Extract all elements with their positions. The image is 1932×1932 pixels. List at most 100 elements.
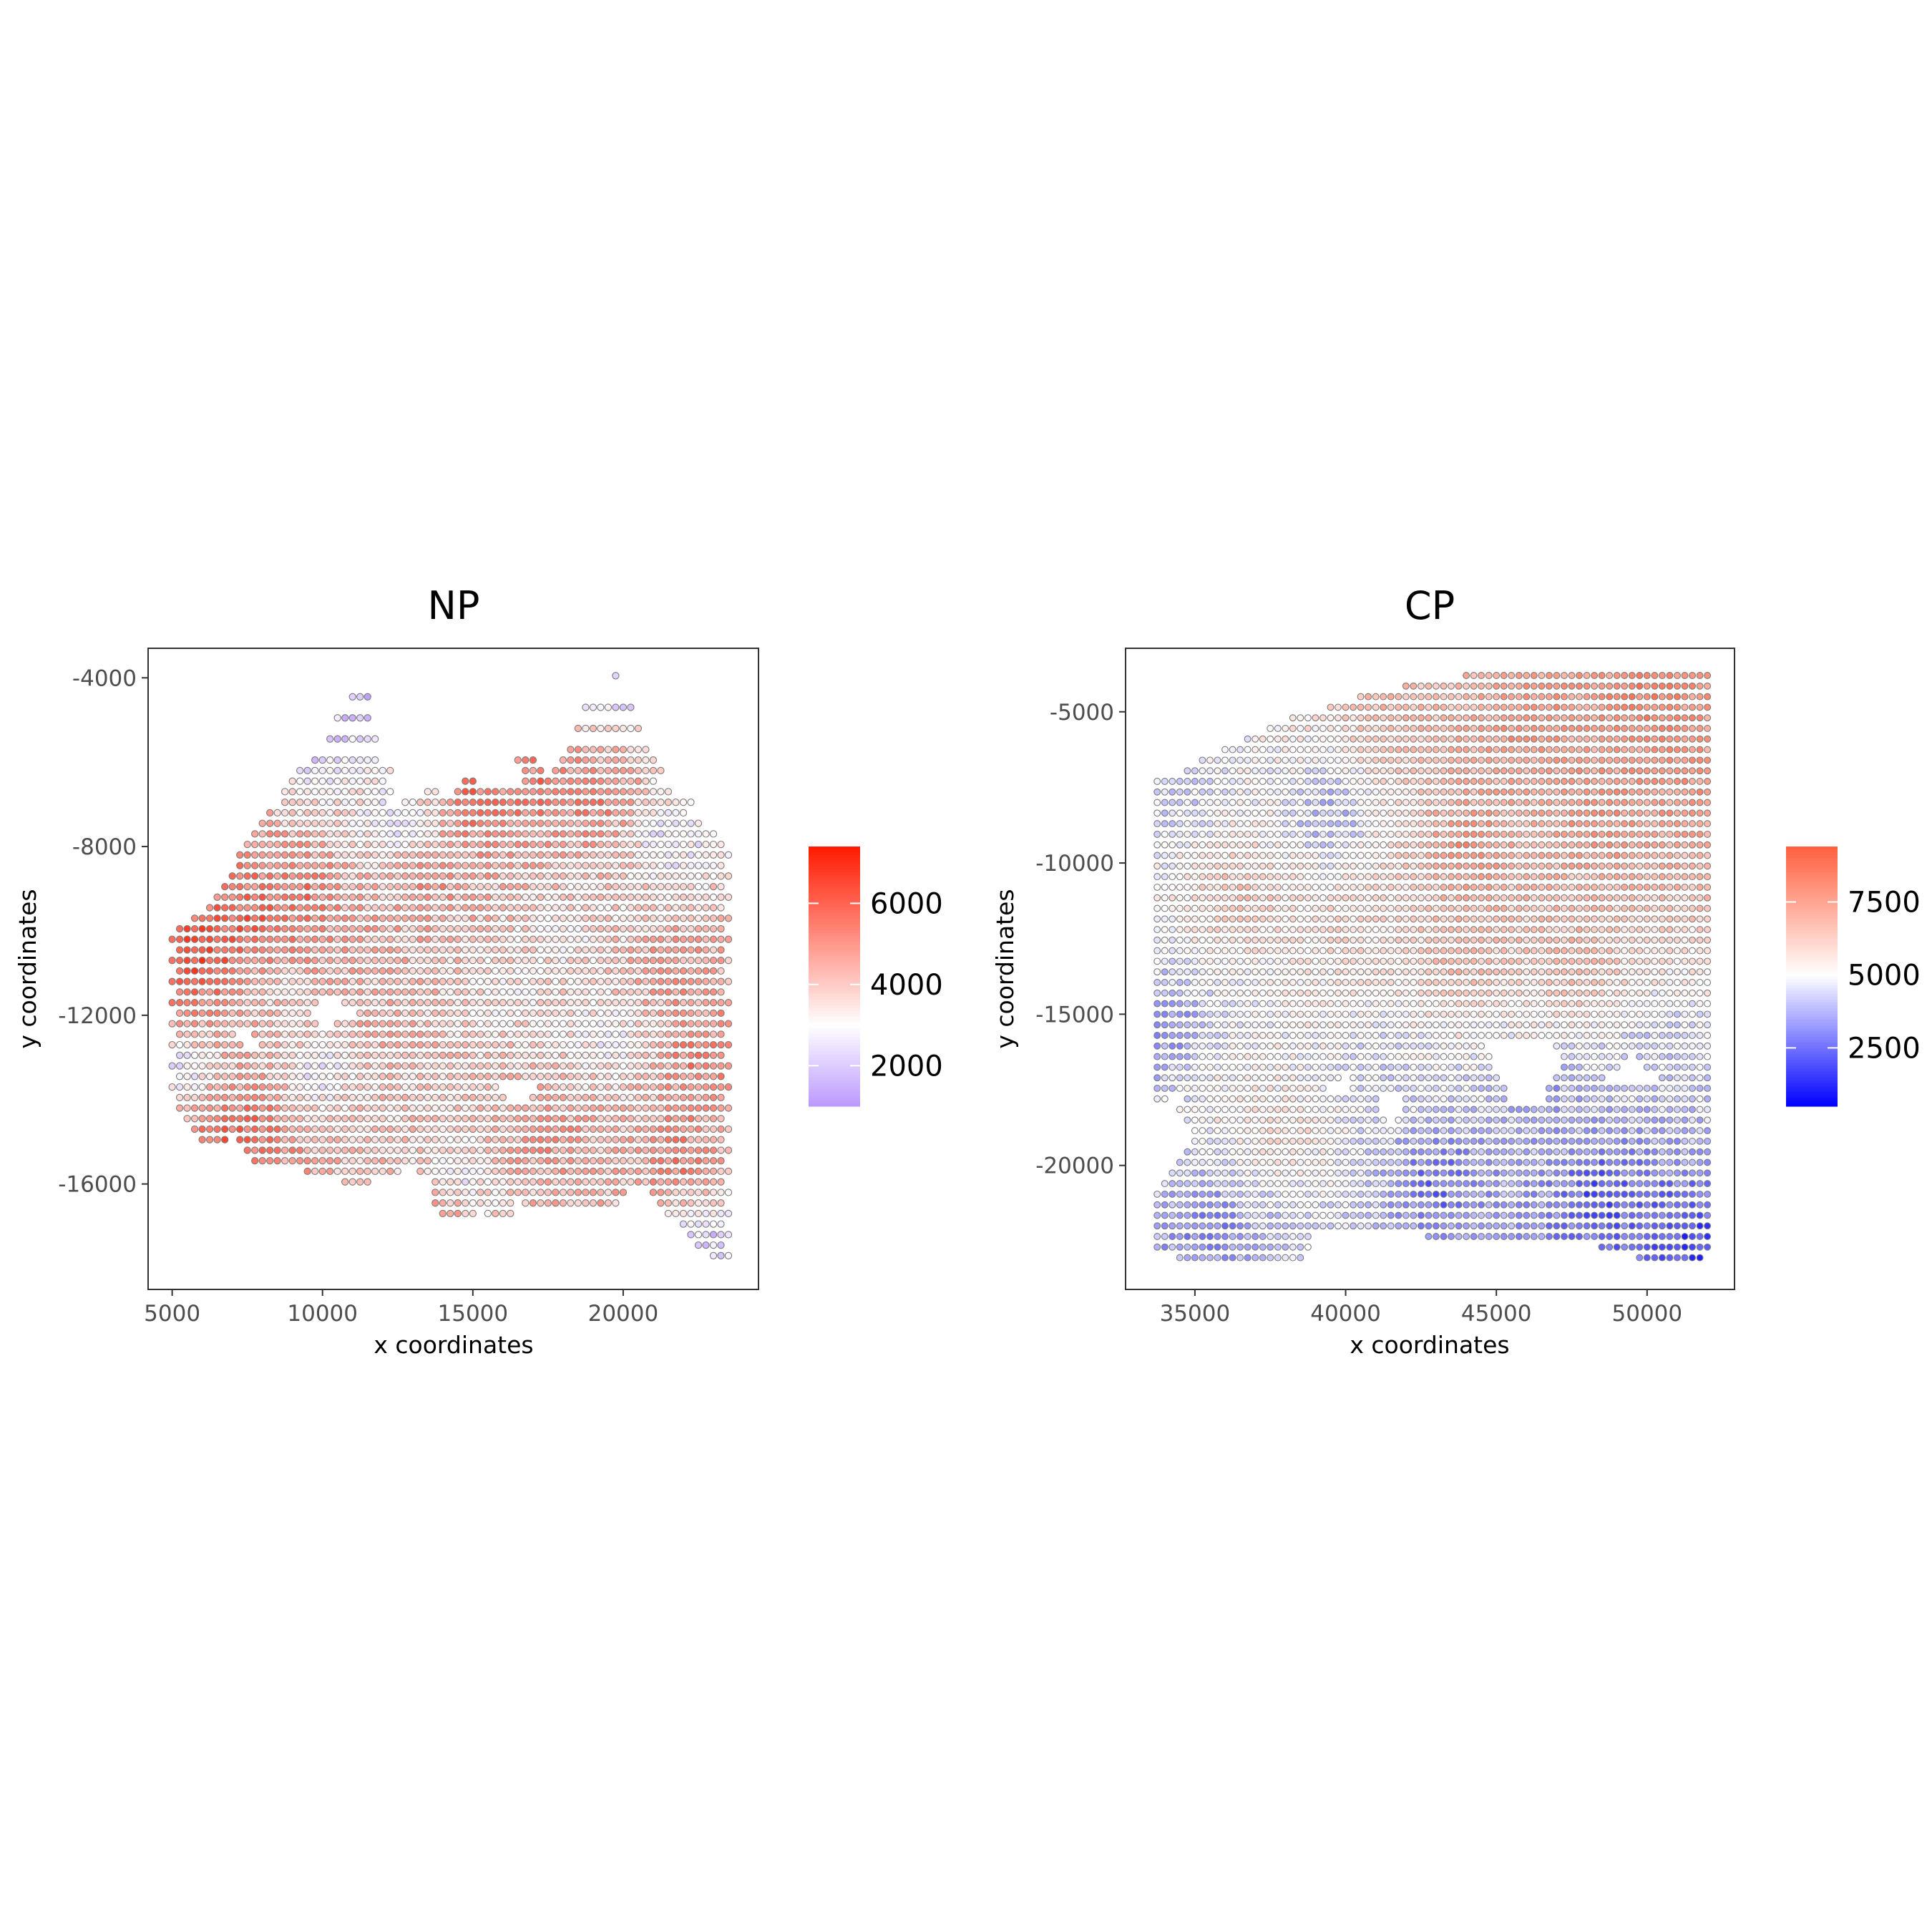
cp-spot [1432,756,1440,764]
np-spot [371,914,379,922]
cp-spot [1598,926,1606,934]
cp-spot [1515,904,1523,912]
cp-spot [1568,979,1576,986]
np-spot [702,1231,710,1239]
np-spot [477,1083,484,1091]
np-spot [386,904,394,912]
cp-spot [1553,714,1561,722]
np-spot [281,1030,289,1038]
cp-spot [1470,756,1478,764]
np-spot [574,1073,582,1080]
np-spot [318,1125,326,1133]
np-spot [236,1136,244,1143]
np-spot [574,830,582,838]
np-spot [612,809,620,817]
cp-spot [1289,735,1297,743]
cp-spot [1236,862,1244,870]
cp-spot [1470,767,1478,775]
cp-spot [1259,936,1267,944]
cp-spot [1591,873,1599,881]
np-spot [288,830,296,838]
np-spot [183,1093,191,1101]
cp-spot [1387,936,1395,944]
np-spot [409,924,416,933]
cp-spot [1350,957,1357,965]
cp-spot [1229,799,1236,806]
cp-spot [1493,756,1501,764]
cp-spot [1372,915,1380,923]
np-spot [514,819,522,827]
cp-spot [1493,693,1501,701]
cp-spot [1342,841,1350,849]
cp-spot [1289,852,1297,859]
np-spot [619,1125,628,1133]
cp-spot [1319,947,1327,955]
np-spot [341,714,349,722]
np-spot [326,914,334,922]
cp-spot [1350,979,1357,986]
np-spot [492,1073,499,1080]
np-colorbar-segment [809,939,860,942]
np-spot [469,1115,477,1123]
cp-spot [1545,904,1553,912]
np-spot [582,924,590,933]
np-spot [514,851,522,859]
cp-spot [1161,968,1169,976]
cp-spot [1606,883,1614,891]
np-spot [634,1115,643,1123]
np-spot [582,1093,590,1101]
np-spot [401,830,409,838]
np-spot [619,988,628,996]
np-spot [236,882,244,891]
np-spot [522,1040,530,1049]
cp-spot [1500,703,1508,711]
np-spot [311,872,319,880]
cp-spot [1523,703,1531,711]
np-colorbar-segment [809,895,860,899]
np-spot [477,830,484,838]
cp-spot [1319,830,1327,838]
cp-spot [1576,767,1583,775]
np-spot [694,946,703,954]
cp-spot [1214,904,1221,912]
cp-spot [1591,809,1599,817]
cp-spot [1417,809,1425,817]
np-spot [281,1062,289,1070]
cp-spot [1289,767,1297,775]
cp-spot [1432,852,1440,859]
np-spot [477,1030,484,1038]
cp-spot [1259,788,1267,796]
cp-spot [1523,725,1531,732]
np-spot [582,1020,590,1028]
np-colorbar-segment [809,872,860,876]
cp-spot [1689,714,1696,722]
np-spot [499,851,507,859]
cp-spot [1161,979,1169,986]
np-spot [462,851,469,859]
cp-spot [1304,841,1312,849]
cp-spot [1478,756,1485,764]
cp-spot [1493,862,1501,870]
cp-spot [1538,703,1546,711]
np-spot [522,851,530,859]
np-spot [484,809,492,817]
cp-spot [1244,830,1252,838]
np-spot [612,946,620,954]
np-spot [341,914,349,922]
np-spot [424,957,431,965]
np-spot [574,788,582,796]
np-spot [529,819,537,827]
cp-spot [1621,693,1629,701]
np-spot [469,862,477,869]
cp-spot [1478,682,1485,690]
np-spot [416,988,424,996]
cp-spot [1621,841,1629,849]
np-spot [273,1030,281,1038]
np-spot [424,788,431,796]
np-spot [687,924,695,933]
cp-spot [1696,756,1704,764]
np-spot [582,1040,590,1049]
cp-spot [1410,714,1418,722]
cp-spot [1357,894,1365,902]
cp-spot [1598,756,1606,764]
